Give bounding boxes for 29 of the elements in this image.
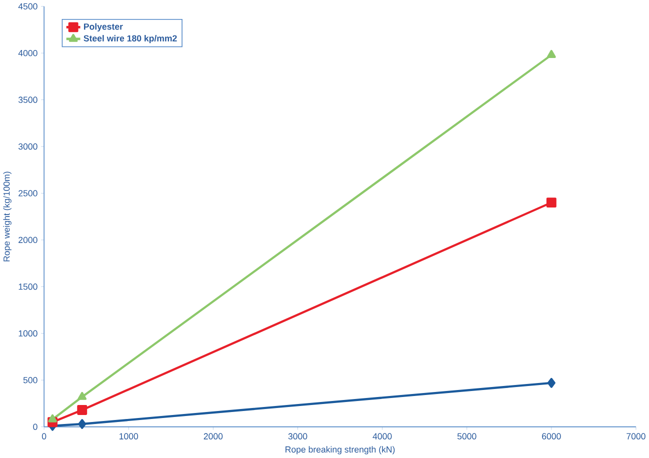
x-tick-label: 4000: [372, 433, 392, 440]
x-tick-label: 1000: [120, 433, 138, 440]
x-axis-title: Rope breaking strength (kN): [286, 446, 395, 455]
x-tick-label: 5000: [457, 433, 476, 440]
y-axis-title: Rope weight (kg/100m): [3, 172, 12, 262]
point: [48, 414, 57, 423]
y-tick-label: 4500: [18, 3, 38, 10]
y-tick-label: 0: [33, 424, 38, 430]
y-tick-label: 3500: [18, 96, 38, 104]
y-tick-label: 4000: [18, 50, 38, 56]
point: [546, 198, 556, 208]
y-tick-label: 1000: [18, 330, 38, 337]
point: [77, 405, 88, 416]
x-tick-label: 0: [42, 433, 46, 440]
x-tick-label: 3000: [288, 433, 308, 440]
legend-label: Polyester: [84, 23, 123, 32]
point: [78, 419, 86, 430]
legend-label: Steel wire 180 kp/mm2: [84, 35, 177, 44]
y-tick-label: 500: [23, 377, 38, 384]
point: [546, 50, 556, 58]
x-tick-label: 7000: [626, 433, 646, 440]
y-tick-label: 3000: [18, 144, 38, 150]
x-tick-label: 2000: [204, 433, 223, 440]
y-tick-label: 1500: [18, 284, 38, 290]
y-tick-label: 2000: [18, 237, 38, 244]
point: [78, 392, 87, 400]
y-tick-label: 2500: [18, 190, 38, 197]
x-tick-label: 6000: [542, 433, 561, 440]
point: [547, 378, 556, 388]
